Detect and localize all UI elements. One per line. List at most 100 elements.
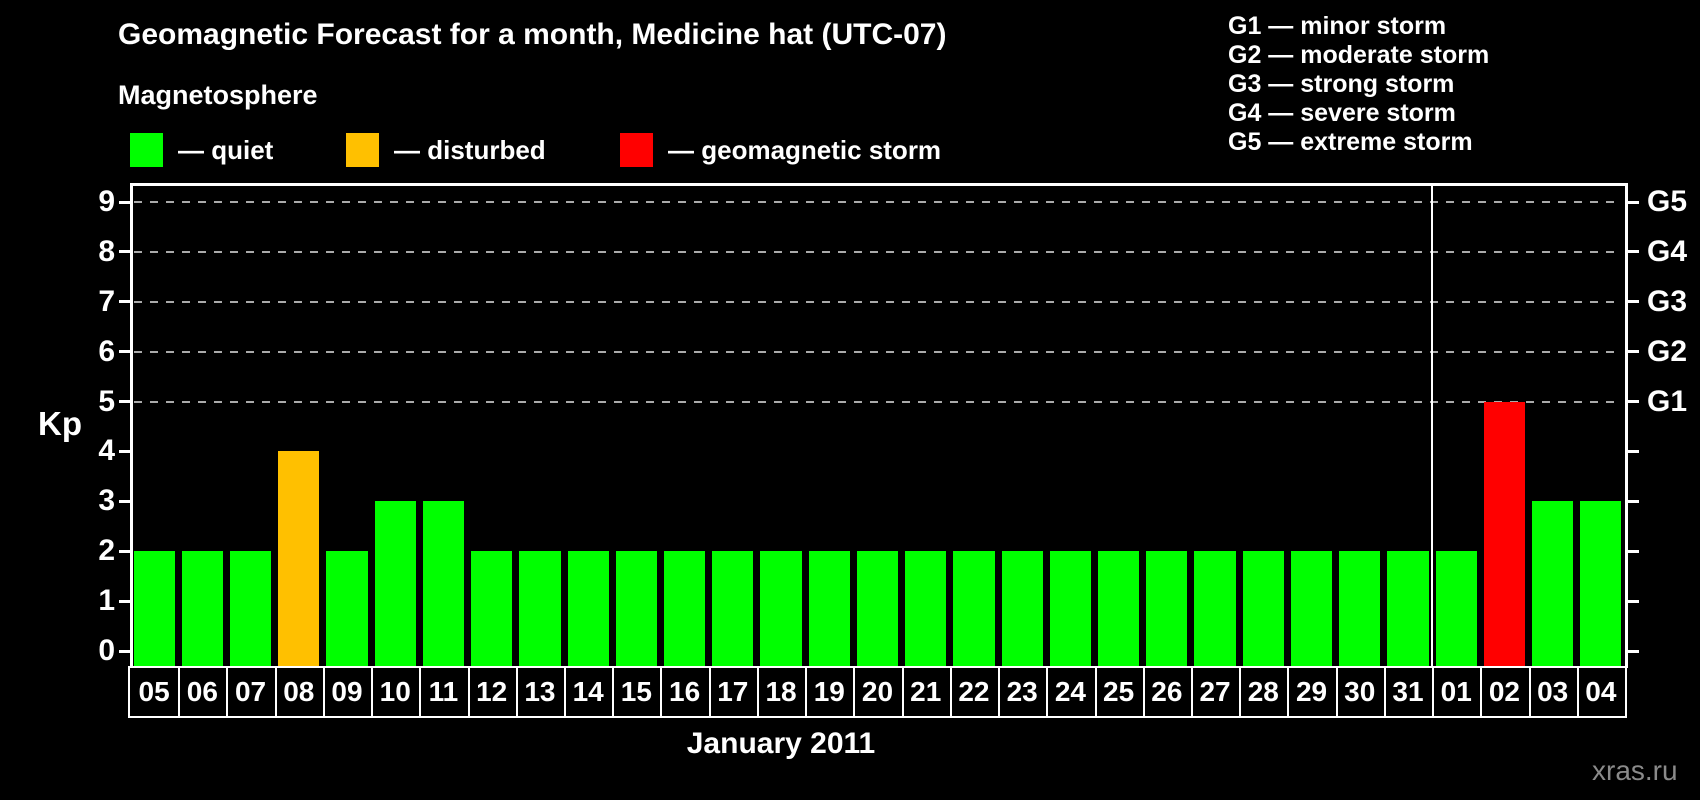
bar-day-09 xyxy=(326,551,368,668)
month-separator-line xyxy=(1431,183,1434,668)
storm-scale-legend: G1 — minor storm G2 — moderate storm G3 — … xyxy=(1228,12,1489,157)
legend-item-quiet: — quiet xyxy=(130,132,273,168)
y-tick-left xyxy=(119,200,130,204)
day-cell-25: 25 xyxy=(1095,668,1145,716)
bar-day-07 xyxy=(229,551,272,668)
y-tick-right xyxy=(1628,449,1639,453)
gridline-kp7 xyxy=(134,300,1621,303)
y-tick-left xyxy=(119,300,130,304)
storm-scale-line-1: G1 — minor storm xyxy=(1228,12,1447,40)
legend-swatch-storm xyxy=(620,133,653,167)
bar-day-17 xyxy=(712,551,754,668)
bar-day-20 xyxy=(856,551,899,668)
y-tick-label: 2 xyxy=(98,534,115,568)
bar-day-19 xyxy=(808,551,850,668)
gridline-kp8 xyxy=(134,250,1621,253)
day-cell-05: 05 xyxy=(130,668,181,716)
axis-left xyxy=(130,183,133,668)
legend-swatch-quiet xyxy=(130,133,163,167)
legend-swatch-disturbed xyxy=(346,133,379,167)
day-cell-19: 19 xyxy=(805,668,856,716)
y-tick-label: 4 xyxy=(98,434,115,468)
day-cell-26: 26 xyxy=(1143,668,1193,716)
bar-day-14 xyxy=(567,551,609,668)
bar-day-25 xyxy=(1098,551,1140,668)
day-cell-03: 03 xyxy=(1529,668,1579,716)
g-scale-label-G2: G2 xyxy=(1647,334,1688,368)
bar-day-27 xyxy=(1194,551,1236,668)
day-cell-14: 14 xyxy=(564,668,615,716)
bar-day-06 xyxy=(181,551,223,668)
bar-day-30 xyxy=(1339,551,1381,668)
day-label-row: 05 06 07 08 09 10 11 12 13 14 15 16 17 18 19 20 21 22 23 24… xyxy=(128,666,1627,718)
bar-day-18 xyxy=(760,551,802,668)
day-cell-23: 23 xyxy=(998,668,1049,716)
legend-label-quiet: — quiet xyxy=(178,134,274,165)
bar-day-01 xyxy=(1435,551,1477,668)
bar-day-31 xyxy=(1387,551,1429,668)
day-cell-28: 28 xyxy=(1239,668,1290,716)
x-axis-label: January 2011 xyxy=(686,727,876,760)
gridline-kp6 xyxy=(134,350,1621,353)
y-tick-left xyxy=(119,449,130,453)
y-tick-right xyxy=(1628,300,1639,304)
y-tick-label: 8 xyxy=(98,234,115,268)
y-tick-right xyxy=(1628,549,1639,553)
y-tick-left xyxy=(119,499,130,503)
day-cell-17: 17 xyxy=(709,668,759,716)
day-cell-12: 12 xyxy=(468,668,518,716)
y-tick-left xyxy=(119,350,130,354)
day-cell-27: 27 xyxy=(1191,668,1242,716)
y-tick-label: 7 xyxy=(98,284,115,318)
bar-day-13 xyxy=(519,551,561,668)
day-cell-21: 21 xyxy=(902,668,952,716)
day-cell-13: 13 xyxy=(516,668,567,716)
y-tick-right xyxy=(1628,649,1639,653)
legend-label-disturbed: — disturbed xyxy=(394,134,546,165)
y-tick-label: 6 xyxy=(98,334,115,368)
y-tick-left xyxy=(119,549,130,553)
day-cell-18: 18 xyxy=(757,668,808,716)
storm-scale-line-2: G2 — moderate storm xyxy=(1228,41,1490,69)
bar-day-04 xyxy=(1580,501,1622,668)
day-cell-07: 07 xyxy=(226,668,277,716)
y-tick-label: 1 xyxy=(98,584,115,618)
day-cell-10: 10 xyxy=(371,668,422,716)
bar-day-08 xyxy=(278,451,320,668)
day-cell-11: 11 xyxy=(419,668,470,716)
bar-day-21 xyxy=(905,551,947,668)
y-tick-right xyxy=(1628,599,1639,603)
y-axis-label: Kp xyxy=(38,405,82,442)
legend-label-storm: — geomagnetic storm xyxy=(668,134,942,165)
day-cell-09: 09 xyxy=(323,668,374,716)
y-tick-label: 5 xyxy=(98,384,115,418)
bar-day-29 xyxy=(1290,551,1333,668)
watermark: xras.ru xyxy=(1592,755,1678,786)
storm-scale-line-4: G4 — severe storm xyxy=(1228,99,1456,127)
y-tick-left xyxy=(119,250,130,254)
y-tick-label: 9 xyxy=(98,185,115,218)
g-scale-label-G3: G3 xyxy=(1647,284,1688,318)
day-cell-15: 15 xyxy=(612,668,663,716)
y-tick-label: 0 xyxy=(98,634,115,667)
axis-right xyxy=(1625,183,1628,668)
storm-scale-line-3: G3 — strong storm xyxy=(1228,70,1455,98)
bar-day-24 xyxy=(1049,551,1091,668)
bar-day-10 xyxy=(374,501,416,668)
legend-item-disturbed: — disturbed xyxy=(346,132,546,168)
y-tick-left xyxy=(119,599,130,603)
y-tick-right xyxy=(1628,350,1639,354)
day-cell-22: 22 xyxy=(950,668,1001,716)
day-cell-24: 24 xyxy=(1046,668,1097,716)
gridline-kp5 xyxy=(134,400,1621,403)
y-tick-left xyxy=(119,400,130,404)
day-cell-06: 06 xyxy=(178,668,229,716)
day-cell-29: 29 xyxy=(1287,668,1338,716)
bar-day-16 xyxy=(663,551,706,668)
y-tick-right xyxy=(1628,499,1639,503)
y-tick-left xyxy=(119,649,130,653)
chart-title: Geomagnetic Forecast for a month, Medici… xyxy=(118,18,947,51)
day-cell-01: 01 xyxy=(1432,668,1483,716)
gridline-kp9 xyxy=(134,201,1621,203)
g-scale-label-G1: G1 xyxy=(1647,384,1688,418)
